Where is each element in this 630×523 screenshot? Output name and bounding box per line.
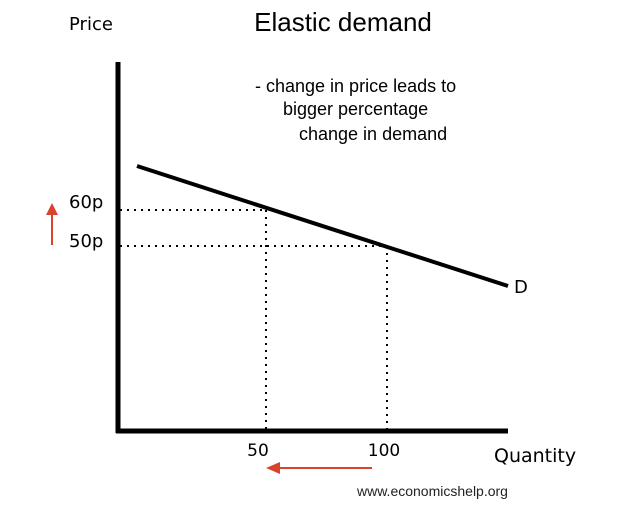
demand-curve	[136, 164, 509, 288]
price-tick-60p: 60p	[69, 192, 103, 213]
curve-label: D	[514, 277, 528, 298]
y-axis-label: Price	[69, 14, 113, 35]
source-link[interactable]: www.economicshelp.org	[356, 483, 508, 499]
note-line-3: change in demand	[299, 124, 447, 144]
price-tick-50p: 50p	[69, 231, 103, 252]
x-axis-label: Quantity	[494, 445, 576, 467]
left-arrow-icon	[266, 462, 372, 474]
note-line-1: - change in price leads to	[255, 76, 456, 96]
diagram-title: Elastic demand	[254, 7, 432, 37]
quantity-tick-100: 100	[368, 441, 400, 461]
up-arrow-icon	[46, 203, 58, 245]
note-line-2: bigger percentage	[283, 99, 428, 119]
quantity-tick-50: 50	[247, 441, 269, 461]
